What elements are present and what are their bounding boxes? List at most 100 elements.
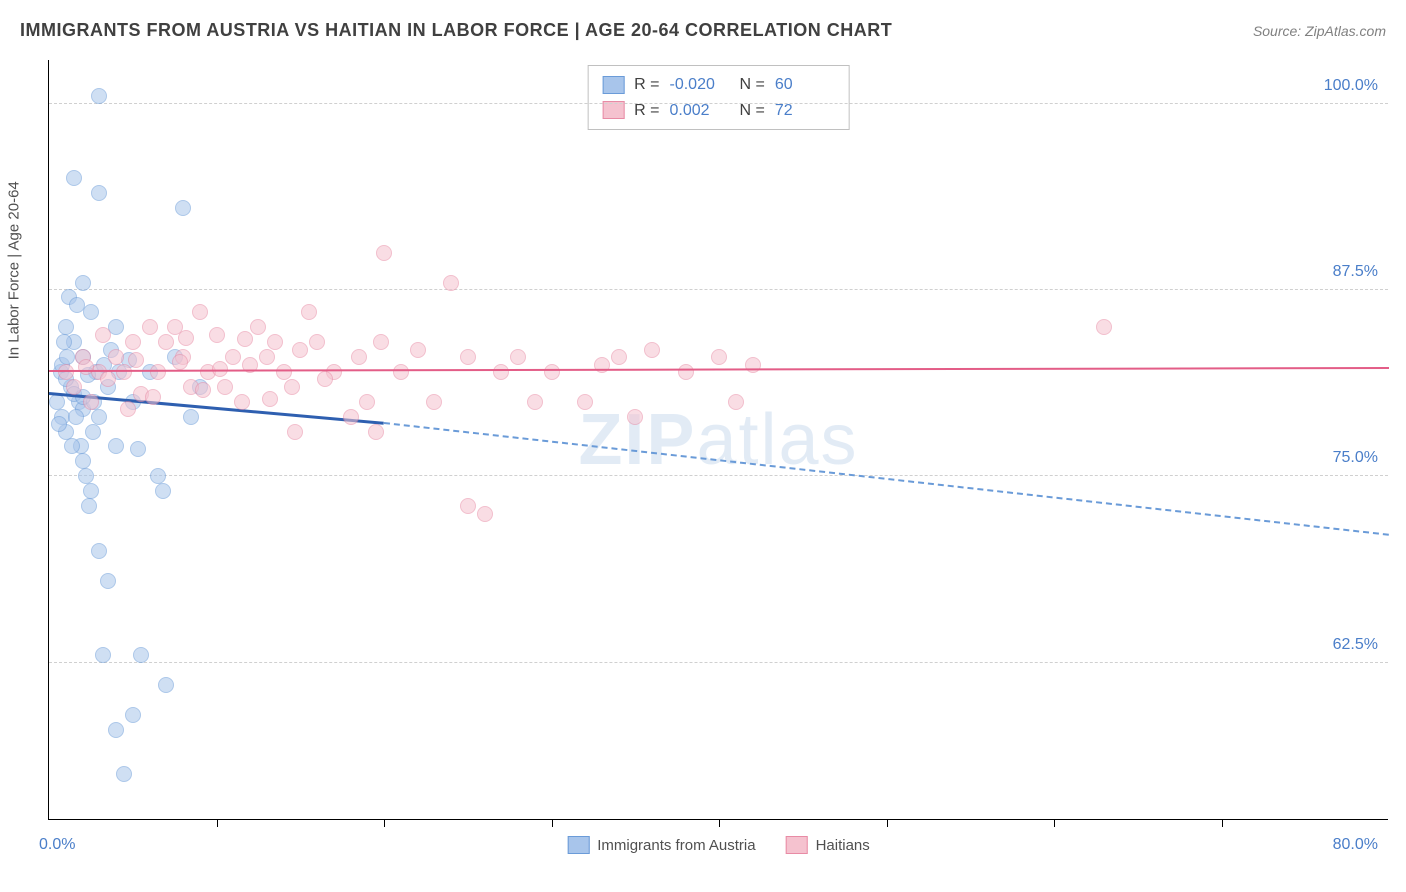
scatter-point: [426, 394, 442, 410]
scatter-point: [142, 319, 158, 335]
scatter-point: [373, 334, 389, 350]
legend-n-value: 72: [775, 98, 835, 124]
gridline: [49, 662, 1388, 663]
scatter-point: [301, 304, 317, 320]
series-legend-item: Immigrants from Austria: [567, 836, 755, 854]
scatter-point: [49, 394, 65, 410]
scatter-point: [150, 364, 166, 380]
scatter-point: [58, 319, 74, 335]
scatter-point: [83, 483, 99, 499]
x-tick: [384, 819, 385, 827]
scatter-point: [343, 409, 359, 425]
scatter-point: [577, 394, 593, 410]
scatter-point: [116, 766, 132, 782]
scatter-point: [64, 438, 80, 454]
scatter-point: [125, 334, 141, 350]
scatter-point: [627, 409, 643, 425]
scatter-point: [225, 349, 241, 365]
y-tick-label: 62.5%: [1333, 636, 1378, 654]
scatter-point: [108, 438, 124, 454]
scatter-point: [75, 453, 91, 469]
scatter-point: [91, 88, 107, 104]
x-tick: [719, 819, 720, 827]
scatter-point: [91, 409, 107, 425]
x-axis-max-label: 80.0%: [1333, 836, 1378, 854]
scatter-point: [172, 354, 188, 370]
scatter-point: [493, 364, 509, 380]
scatter-point: [59, 349, 75, 365]
scatter-point: [267, 334, 283, 350]
scatter-point: [410, 342, 426, 358]
y-axis-title: In Labor Force | Age 20-64: [6, 181, 23, 359]
legend-swatch: [602, 76, 624, 94]
scatter-point: [158, 334, 174, 350]
y-tick-label: 75.0%: [1333, 449, 1378, 467]
legend-r-label: R =: [634, 72, 659, 98]
scatter-point: [78, 359, 94, 375]
scatter-point: [120, 401, 136, 417]
scatter-point: [237, 331, 253, 347]
legend-n-label: N =: [740, 98, 765, 124]
legend-row: R =0.002N =72: [602, 98, 835, 124]
legend-r-value: 0.002: [670, 98, 730, 124]
scatter-point: [100, 371, 116, 387]
scatter-point: [83, 304, 99, 320]
correlation-legend: R =-0.020N =60R =0.002N =72: [587, 65, 850, 130]
scatter-point: [250, 319, 266, 335]
scatter-point: [262, 391, 278, 407]
gridline: [49, 103, 1388, 104]
legend-swatch: [567, 836, 589, 854]
scatter-point: [644, 342, 660, 358]
scatter-point: [145, 389, 161, 405]
watermark: ZIPatlas: [578, 399, 858, 481]
scatter-point: [678, 364, 694, 380]
scatter-point: [178, 330, 194, 346]
scatter-point: [234, 394, 250, 410]
legend-n-value: 60: [775, 72, 835, 98]
scatter-point: [1096, 319, 1112, 335]
x-tick: [217, 819, 218, 827]
scatter-point: [78, 468, 94, 484]
gridline: [49, 475, 1388, 476]
source-attribution: Source: ZipAtlas.com: [1253, 23, 1386, 39]
scatter-point: [728, 394, 744, 410]
scatter-point: [66, 170, 82, 186]
scatter-point: [317, 371, 333, 387]
y-tick-label: 87.5%: [1333, 263, 1378, 281]
scatter-point: [527, 394, 543, 410]
scatter-point: [91, 185, 107, 201]
scatter-point: [155, 483, 171, 499]
gridline: [49, 289, 1388, 290]
scatter-point: [175, 200, 191, 216]
x-tick: [552, 819, 553, 827]
scatter-point: [68, 409, 84, 425]
scatter-point: [376, 245, 392, 261]
scatter-point: [711, 349, 727, 365]
legend-n-label: N =: [740, 72, 765, 98]
scatter-point: [83, 394, 99, 410]
legend-swatch: [786, 836, 808, 854]
scatter-point: [443, 275, 459, 291]
scatter-point: [130, 441, 146, 457]
scatter-point: [359, 394, 375, 410]
series-label: Immigrants from Austria: [597, 837, 755, 854]
scatter-point: [393, 364, 409, 380]
scatter-point: [510, 349, 526, 365]
scatter-point: [158, 677, 174, 693]
series-legend-item: Haitians: [786, 836, 870, 854]
scatter-point: [66, 379, 82, 395]
scatter-point: [460, 349, 476, 365]
chart-title: IMMIGRANTS FROM AUSTRIA VS HAITIAN IN LA…: [20, 20, 892, 41]
scatter-point: [192, 304, 208, 320]
scatter-point: [259, 349, 275, 365]
scatter-point: [56, 334, 72, 350]
scatter-point: [108, 722, 124, 738]
scatter-point: [81, 498, 97, 514]
scatter-point: [209, 327, 225, 343]
scatter-point: [95, 647, 111, 663]
scatter-point: [292, 342, 308, 358]
scatter-point: [183, 409, 199, 425]
scatter-chart: ZIPatlas In Labor Force | Age 20-64 0.0%…: [48, 60, 1388, 820]
x-tick: [1054, 819, 1055, 827]
scatter-point: [128, 352, 144, 368]
